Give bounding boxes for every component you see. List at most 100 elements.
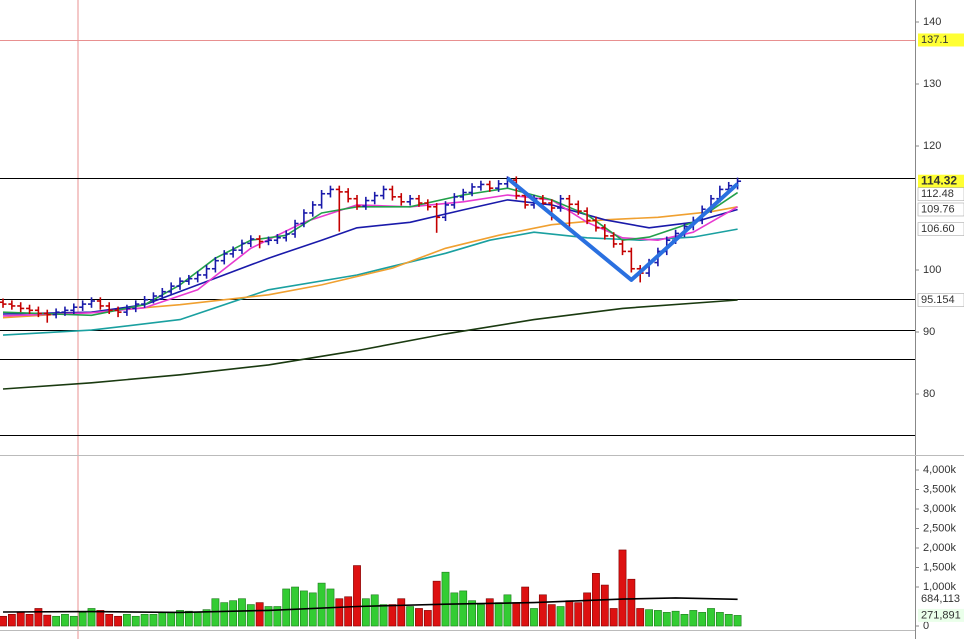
volume-average-label: 684,113: [921, 593, 960, 605]
y-tick-label: 3,000k: [923, 503, 957, 515]
volume-bar: [370, 594, 379, 627]
volume-bar: [131, 615, 140, 627]
volume-bar: [96, 610, 105, 627]
y-tick-label: 4,000k: [923, 464, 957, 476]
ma-label: 106.60: [921, 223, 955, 235]
volume-bar: [193, 612, 202, 627]
volume-bar: [238, 598, 246, 627]
last-volume-label: 271,891: [921, 609, 961, 621]
volume-bar: [16, 612, 25, 627]
volume-bar: [220, 602, 229, 627]
level-label: 137.1: [921, 34, 949, 46]
volume-bar: [671, 610, 680, 627]
volume-bar: [485, 598, 494, 627]
y-tick-label: 90: [923, 326, 935, 338]
y-tick-label: 1,000k: [923, 581, 957, 593]
volume-bar: [388, 604, 397, 627]
volume-bar: [114, 615, 122, 627]
y-tick-label: 130: [923, 78, 941, 90]
y-tick-label: 140: [923, 16, 941, 28]
volume-bar: [229, 600, 238, 627]
y-tick-label: 3,500k: [923, 483, 957, 495]
y-tick-label: 2,000k: [923, 542, 957, 554]
volume-bar: [361, 598, 370, 627]
volume-bar: [530, 608, 538, 627]
volume-bar: [379, 604, 388, 627]
level-label-bg: [918, 33, 964, 47]
y-tick-label: 120: [923, 140, 941, 152]
volume-bar: [123, 614, 131, 627]
volume-bar: [282, 588, 291, 627]
volume-bar: [423, 610, 432, 627]
volume-bar: [680, 614, 689, 627]
volume-bar: [158, 612, 167, 627]
volume-bar: [547, 604, 556, 627]
volume-bar: [202, 609, 211, 627]
volume-bar: [707, 608, 715, 627]
volume-bar: [264, 606, 273, 627]
volume-bar: [291, 586, 299, 627]
volume-bar: [406, 606, 415, 627]
moving-average: [2, 299, 738, 390]
volume-bar: [494, 602, 503, 627]
volume-average: [2, 597, 738, 614]
moving-average: [2, 206, 738, 319]
volume-bar: [7, 614, 16, 627]
ma-label-bg: [917, 202, 964, 217]
volume-bar: [25, 614, 34, 627]
volume-bar: [600, 584, 609, 627]
volume-bar: [636, 608, 645, 627]
volume-bar: [512, 602, 521, 627]
volume-bar: [574, 602, 583, 627]
volume-bar: [335, 598, 344, 627]
volume-bar: [733, 615, 742, 627]
volume-bar: [344, 596, 353, 627]
volume-bar: [140, 614, 149, 627]
ma-label-bg: [917, 222, 964, 236]
volume-bar: [0, 615, 7, 627]
ma-label: 95.154: [921, 294, 955, 306]
volume-bar: [468, 600, 476, 627]
volume-bar: [662, 612, 671, 627]
volume-bar: [34, 608, 43, 627]
volume-bar: [52, 615, 61, 627]
volume-bar: [450, 592, 459, 627]
volume-bar: [273, 606, 282, 627]
volume-bar: [246, 604, 255, 627]
y-tick-label: 1,500k: [923, 561, 957, 573]
volume-bar: [538, 594, 547, 627]
y-tick-label: 0: [923, 620, 929, 632]
ma-label-bg: [917, 293, 964, 307]
ma-label-bg: [917, 187, 964, 202]
trend-drawing: [506, 176, 739, 282]
volume-bar: [503, 594, 512, 627]
volume-bar: [618, 549, 627, 627]
volume-bar: [521, 586, 530, 627]
y-tick-label: 2,500k: [923, 522, 957, 534]
volume-bar: [698, 612, 707, 627]
volume-bar: [105, 614, 114, 627]
volume-bar: [69, 615, 78, 627]
volume-bar: [176, 610, 184, 627]
volume-average-label-bg: [918, 592, 964, 606]
volume-bar: [556, 606, 565, 627]
last-volume-label-bg: [918, 608, 964, 622]
ma-label: 109.76: [921, 203, 955, 215]
volume-bar: [149, 614, 158, 627]
volume-bar: [255, 602, 264, 627]
volume-bar: [43, 614, 52, 627]
volume-bar: [627, 578, 636, 627]
volume-bar: [184, 610, 193, 627]
volume-bar: [317, 582, 326, 627]
volume-bar: [61, 614, 69, 627]
volume-bar: [78, 612, 87, 627]
y-tick-label: 80: [923, 388, 935, 400]
moving-average: [2, 187, 739, 317]
volume-bar: [715, 612, 724, 627]
y-tick-label: 100: [923, 264, 941, 276]
volume-bar: [308, 592, 317, 627]
volume-bar: [87, 608, 96, 627]
volume-bar: [441, 571, 450, 627]
